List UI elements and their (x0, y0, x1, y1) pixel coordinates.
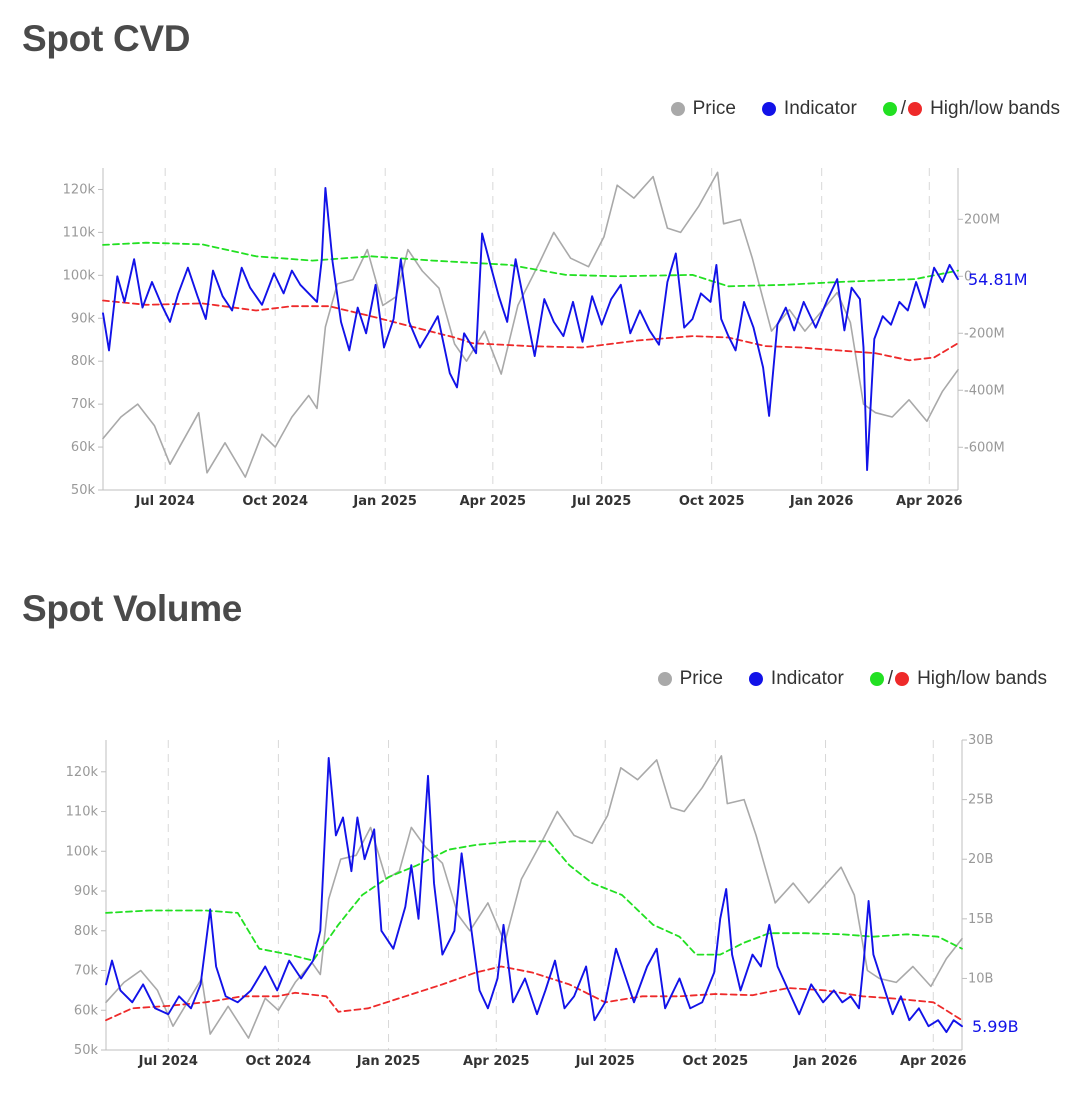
left-tick-label: 110k (63, 225, 96, 240)
low-band-line (105, 965, 963, 1022)
legend-item-bands[interactable]: / High/low bands (882, 98, 1060, 120)
right-tick-label: 200M (964, 212, 1000, 227)
right-tick-label: 20B (968, 852, 993, 867)
x-tick-label: Jan 2026 (789, 494, 854, 509)
left-tick-label: 70k (74, 964, 99, 979)
left-tick-label: 60k (74, 1003, 99, 1018)
legend-item-price[interactable]: Price (657, 668, 723, 690)
legend-label-price: Price (692, 98, 736, 119)
chart-title-volume: Spot Volume (22, 588, 243, 629)
legend-item-price[interactable]: Price (670, 98, 736, 120)
legend-item-indicator[interactable]: Indicator (748, 668, 844, 690)
left-tick-label: 60k (71, 440, 96, 455)
legend-slash: / (887, 668, 894, 689)
low-band-dot-icon (895, 672, 910, 686)
right-tick-label: 25B (968, 793, 993, 808)
legend-label-indicator: Indicator (770, 668, 844, 689)
spot-cvd-chart[interactable]: Jul 2024 Oct 2024 Jan 2025 Apr 2025 Jul 2025… (0, 0, 1077, 560)
right-tick-label: 10B (968, 971, 993, 986)
legend-label-bands: High/low bands (930, 98, 1060, 119)
price-dot-icon (670, 102, 685, 116)
x-tick-label: Oct 2024 (242, 494, 308, 509)
left-tick-label: 100k (63, 268, 96, 283)
legend-item-bands[interactable]: / High/low bands (869, 668, 1047, 690)
x-tick-label: Apr 2026 (896, 494, 963, 509)
x-tick-label: Jul 2025 (575, 1054, 635, 1069)
price-line (105, 755, 963, 1039)
left-tick-label: 110k (66, 805, 99, 820)
right-tick-label: -200M (964, 326, 1005, 341)
spot-volume-chart[interactable]: Jul 2024 Oct 2024 Jan 2025 Apr 2025 Jul 2025… (0, 560, 1077, 1119)
left-tick-label: 90k (71, 311, 96, 326)
x-tick-label: Apr 2026 (900, 1054, 967, 1069)
high-band-line (102, 241, 959, 288)
x-tick-label: Jan 2025 (352, 494, 417, 509)
x-tick-label: Jan 2026 (793, 1054, 858, 1069)
high-band-dot-icon (869, 672, 884, 686)
left-tick-label: 120k (63, 182, 96, 197)
left-tick-label: 100k (66, 844, 99, 859)
left-tick-label: 120k (66, 765, 99, 780)
current-value-label: 5.99B (972, 1017, 1019, 1036)
low-band-dot-icon (908, 102, 923, 116)
right-tick-label: -400M (964, 383, 1005, 398)
chart-title-cvd: Spot CVD (22, 18, 191, 59)
x-tick-label: Apr 2025 (463, 1054, 530, 1069)
legend-label-bands: High/low bands (917, 668, 1047, 689)
left-tick-label: 90k (74, 884, 99, 899)
current-value-label: 54.81M (968, 270, 1028, 289)
x-tick-label: Oct 2025 (683, 1054, 749, 1069)
x-tick-label: Jul 2024 (138, 1054, 198, 1069)
legend-volume: Price Indicator / High/low bands (657, 668, 1047, 690)
left-tick-label: 80k (74, 924, 99, 939)
x-tick-label: Jul 2025 (571, 494, 631, 509)
legend-label-indicator: Indicator (783, 98, 857, 119)
indicator-dot-icon (761, 102, 776, 116)
indicator-line (105, 756, 963, 1034)
high-band-dot-icon (882, 102, 897, 116)
left-tick-label: 80k (71, 354, 96, 369)
legend-slash: / (900, 98, 907, 119)
right-tick-label: -600M (964, 440, 1005, 455)
legend-label-price: Price (679, 668, 723, 689)
x-tick-label: Jul 2024 (135, 494, 195, 509)
legend-cvd: Price Indicator / High/low bands (670, 98, 1060, 120)
x-tick-label: Oct 2024 (246, 1054, 312, 1069)
left-tick-label: 50k (71, 483, 96, 498)
left-tick-label: 50k (74, 1043, 99, 1058)
right-tick-label: 30B (968, 733, 993, 748)
right-tick-label: 15B (968, 912, 993, 927)
x-tick-label: Oct 2025 (679, 494, 745, 509)
price-dot-icon (657, 672, 672, 686)
x-tick-label: Apr 2025 (460, 494, 527, 509)
low-band-line (102, 299, 959, 362)
price-line (102, 171, 959, 478)
left-tick-label: 70k (71, 397, 96, 412)
x-tick-label: Jan 2025 (356, 1054, 421, 1069)
indicator-line (102, 186, 959, 472)
indicator-dot-icon (748, 672, 763, 686)
legend-item-indicator[interactable]: Indicator (761, 98, 857, 120)
high-band-line (105, 840, 963, 962)
right-tick-label: 0 (964, 269, 972, 284)
